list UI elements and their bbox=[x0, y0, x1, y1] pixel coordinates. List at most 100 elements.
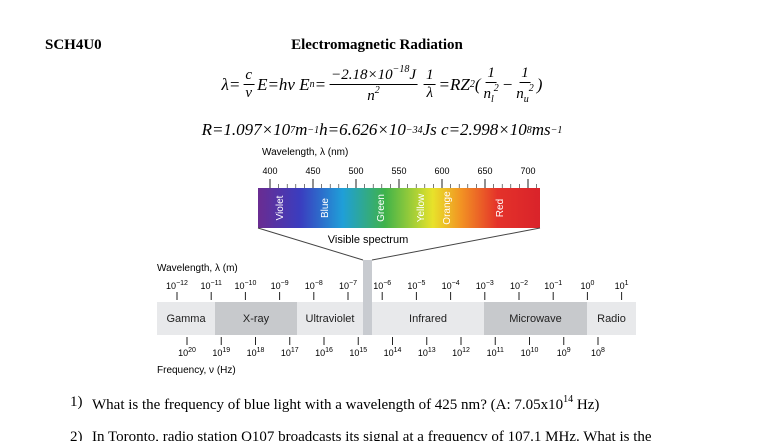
tick-label: 550 bbox=[391, 166, 406, 176]
tick-label: 600 bbox=[434, 166, 449, 176]
base: 10 bbox=[442, 281, 452, 291]
visible-color-bar bbox=[258, 188, 540, 228]
exponent-label: 1018 bbox=[247, 347, 265, 358]
base: 10 bbox=[234, 281, 244, 291]
math-text: u bbox=[523, 93, 529, 105]
math-text: What is the frequency of blue light with… bbox=[92, 397, 564, 413]
base: 10 bbox=[281, 348, 291, 358]
base: 10 bbox=[580, 281, 590, 291]
math-text: n bbox=[367, 88, 375, 104]
math-text: Js c=2.998×10 bbox=[422, 120, 527, 139]
math-text: = bbox=[314, 74, 327, 94]
exponent: −1 bbox=[554, 280, 562, 287]
exponent-label: 109 bbox=[557, 347, 571, 358]
exponent: −9 bbox=[281, 280, 289, 287]
exponent-label: 1011 bbox=[487, 347, 504, 358]
color-name: Yellow bbox=[416, 193, 427, 222]
math-text: Hz) bbox=[573, 397, 600, 413]
color-name: Violet bbox=[275, 195, 286, 220]
math-text: n bbox=[483, 85, 492, 102]
course-code: SCH4U0 bbox=[45, 37, 102, 53]
exponent-label: 10−12 bbox=[166, 280, 188, 291]
question-text: What is the frequency of blue light with… bbox=[92, 394, 599, 414]
color-name: Red bbox=[495, 199, 506, 217]
color-name: Green bbox=[376, 194, 387, 222]
numerator: 1 bbox=[485, 65, 497, 83]
base: 10 bbox=[418, 348, 428, 358]
exponent-label: 108 bbox=[591, 347, 605, 358]
exponent: 1 bbox=[625, 280, 629, 287]
math-text: 2 bbox=[469, 79, 475, 90]
exponent-label: 10−8 bbox=[305, 280, 323, 291]
math-text: 8 bbox=[526, 124, 532, 136]
exponent: −12 bbox=[176, 280, 188, 287]
math-text: l bbox=[491, 93, 494, 105]
math-text: E=hv E bbox=[257, 74, 310, 94]
math-text: 1 bbox=[521, 64, 529, 81]
exponent-label: 10−9 bbox=[271, 280, 289, 291]
exponent: 15 bbox=[359, 347, 367, 354]
exponent-label: 10−2 bbox=[510, 280, 528, 291]
exponent: −11 bbox=[211, 280, 222, 287]
math-text: −2.18×10 bbox=[331, 67, 393, 83]
axis-label: Wavelength, λ (m) bbox=[157, 263, 238, 274]
exponent-label: 1010 bbox=[521, 347, 539, 358]
exponent: 0 bbox=[590, 280, 594, 287]
exponent: 10 bbox=[531, 347, 539, 354]
numerator: 1 bbox=[519, 65, 531, 83]
region-label: Infrared bbox=[409, 313, 447, 325]
math-text: n bbox=[309, 79, 315, 90]
base: 10 bbox=[247, 348, 257, 358]
base: 10 bbox=[178, 348, 188, 358]
exponent-label: 1013 bbox=[418, 347, 436, 358]
math-text: h=6.626×10 bbox=[319, 120, 406, 139]
base: 10 bbox=[212, 348, 222, 358]
base: 10 bbox=[166, 281, 176, 291]
numerator: 1 bbox=[424, 67, 436, 85]
spectrum-label: Visible spectrum bbox=[328, 234, 409, 246]
exponent-label: 1016 bbox=[315, 347, 333, 358]
region-label: Microwave bbox=[509, 313, 562, 325]
base: 10 bbox=[315, 348, 325, 358]
exponent: 17 bbox=[291, 347, 299, 354]
denominator: λ bbox=[427, 85, 434, 102]
math-text: ms bbox=[531, 120, 551, 139]
region bbox=[587, 302, 636, 335]
region-label: Radio bbox=[597, 313, 626, 325]
math-text: In Toronto, radio station Q107 broadcast… bbox=[92, 429, 652, 441]
math-text: 2 bbox=[374, 85, 380, 96]
base: 10 bbox=[339, 281, 349, 291]
fraction: −2.18×10−18J n2 bbox=[329, 64, 419, 105]
zoom-line bbox=[257, 227, 364, 261]
region bbox=[372, 302, 484, 335]
exponent-label: 10−4 bbox=[442, 280, 460, 291]
tick-label: 500 bbox=[348, 166, 363, 176]
math-text: 1 bbox=[426, 67, 434, 83]
visible-band bbox=[363, 260, 372, 335]
tick-label: 650 bbox=[477, 166, 492, 176]
exponent-label: 1015 bbox=[349, 347, 367, 358]
exponent-label: 1014 bbox=[384, 347, 402, 358]
region bbox=[157, 302, 215, 335]
color-name: Orange bbox=[442, 191, 453, 225]
exponent-label: 101 bbox=[615, 280, 629, 291]
math-text: − bbox=[501, 74, 514, 94]
math-text: 7 bbox=[290, 124, 296, 136]
math-text: ( bbox=[474, 74, 481, 94]
axis-label: Frequency, ν (Hz) bbox=[157, 365, 236, 376]
math-text: R=1.097×10 bbox=[201, 120, 291, 139]
fraction: 1 nl2 bbox=[484, 65, 499, 105]
math-text: =RZ bbox=[438, 74, 470, 94]
exponent-label: 10−7 bbox=[339, 280, 357, 291]
exponent-label: 1017 bbox=[281, 347, 299, 358]
exponent-label: 10−5 bbox=[407, 280, 425, 291]
math-text: λ= bbox=[221, 74, 241, 94]
region bbox=[215, 302, 297, 335]
exponent: −10 bbox=[244, 280, 256, 287]
exponent-label: 100 bbox=[580, 280, 594, 291]
math-text: 2 bbox=[528, 82, 534, 94]
exponent-label: 10−11 bbox=[201, 280, 222, 291]
exponent-label: 1019 bbox=[212, 347, 230, 358]
